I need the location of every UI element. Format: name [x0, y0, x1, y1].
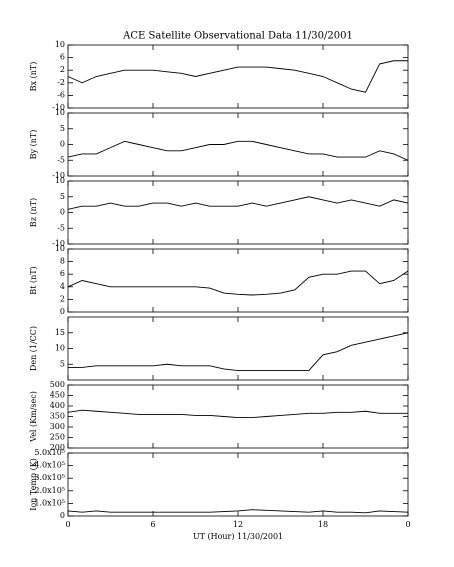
y-axis-label: Bx (nT) — [29, 62, 38, 92]
y-axis-label: By (nT) — [29, 130, 38, 160]
data-line — [67, 140, 409, 161]
y-tick-label: 0 — [60, 140, 65, 149]
y-tick-label: 15 — [55, 328, 65, 337]
y-tick-label: 250 — [50, 433, 65, 442]
x-axis-label: UT (Hour) 11/30/2001 — [193, 532, 283, 541]
y-tick-label: 200 — [50, 443, 65, 452]
data-line — [67, 409, 408, 418]
y-tick-label: 0 — [60, 208, 65, 217]
x-tick-label: 0 — [405, 520, 410, 529]
y-tick-label: -5 — [57, 155, 65, 164]
y-tick-label: 450 — [50, 391, 65, 400]
panel-frame — [67, 384, 409, 449]
panel-frame — [67, 44, 409, 109]
chart-title: ACE Satellite Observational Data 11/30/2… — [122, 31, 353, 42]
y-tick-label: 10 — [55, 40, 65, 49]
y-tick-label: -10 — [52, 103, 65, 112]
x-tick-label: 18 — [318, 520, 328, 529]
y-tick-label: 300 — [50, 422, 65, 431]
x-tick-label: 6 — [150, 520, 155, 529]
y-tick-label: 2 — [60, 294, 65, 303]
panel-frame — [67, 452, 409, 517]
y-tick-label: 10 — [55, 244, 65, 253]
y-tick-label: -10 — [52, 171, 65, 180]
x-tick-label: 12 — [233, 520, 243, 529]
data-line — [67, 270, 409, 296]
y-tick-label: 5 — [60, 124, 65, 133]
data-line — [68, 332, 409, 371]
panel-frame — [67, 180, 409, 245]
x-tick-label: 0 — [65, 520, 70, 529]
y-tick-label: 4 — [60, 282, 65, 291]
y-axis-label: Bt (nT) — [29, 266, 38, 294]
y-tick-label: 350 — [50, 412, 65, 421]
y-tick-label: 4.0x10⁵ — [34, 461, 65, 470]
data-line — [67, 196, 409, 210]
data-line — [67, 509, 409, 514]
y-tick-label: 10 — [55, 176, 65, 185]
y-tick-label: 10 — [55, 344, 65, 353]
y-tick-label: 400 — [50, 401, 65, 410]
y-tick-label: -6 — [57, 90, 65, 99]
y-tick-label: 6 — [60, 53, 65, 62]
y-tick-label: 8 — [60, 257, 65, 266]
y-tick-label: 2.0x10⁵ — [34, 486, 65, 495]
y-tick-label: -5 — [57, 223, 65, 232]
y-tick-label: -2 — [57, 78, 65, 87]
y-tick-label: -10 — [52, 239, 65, 248]
y-axis-label: Bz (nT) — [29, 198, 38, 227]
y-tick-label: 5 — [60, 192, 65, 201]
y-axis-label: Vel (Km/sec) — [29, 391, 38, 443]
y-tick-label: 0 — [60, 511, 65, 520]
y-tick-label: 6 — [60, 269, 65, 278]
y-tick-label: 5 — [60, 359, 65, 368]
data-line — [67, 60, 408, 93]
y-tick-label: 10 — [55, 108, 65, 117]
y-axis-label: Ion Temp (K) — [29, 458, 38, 511]
panel-frame — [67, 248, 409, 313]
y-tick-label: 3.0x10⁵ — [34, 473, 65, 482]
y-tick-label: 5.0x10⁵ — [34, 448, 65, 457]
y-tick-label: 1.0x10⁵ — [34, 498, 65, 507]
y-tick-label: 2 — [60, 65, 65, 74]
y-tick-label: 500 — [50, 380, 65, 389]
y-axis-label: Den (1/CC) — [29, 326, 38, 371]
panel-frame — [67, 112, 409, 177]
y-tick-label: 0 — [60, 307, 65, 316]
